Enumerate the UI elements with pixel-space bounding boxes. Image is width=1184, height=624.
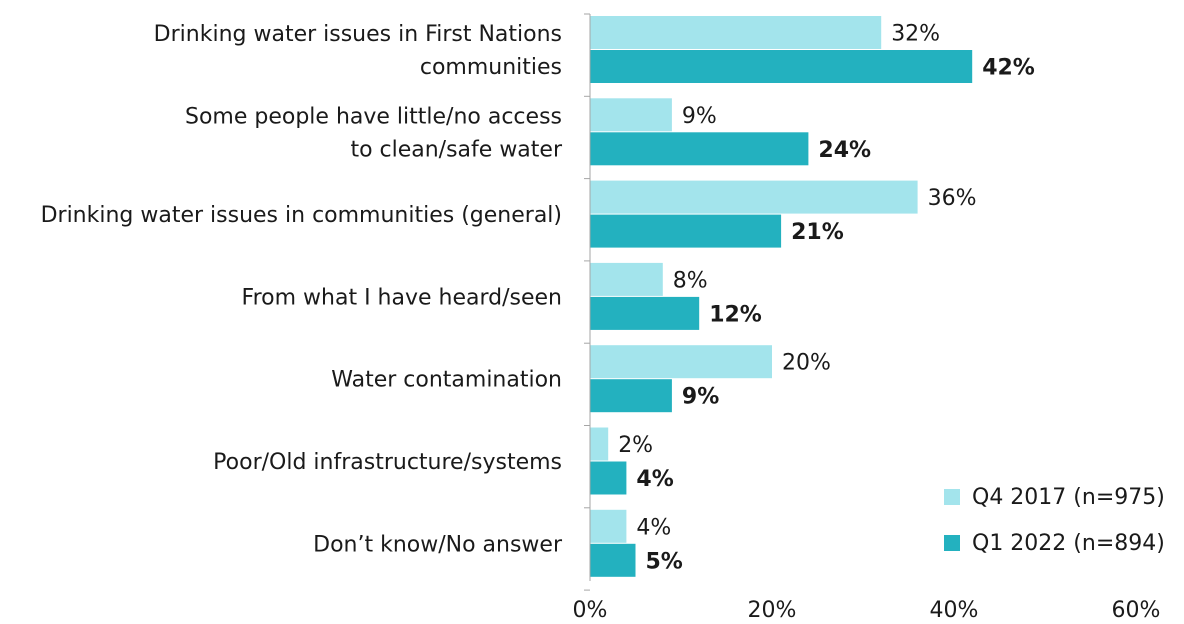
category-label-0-line1: communities <box>420 55 562 80</box>
bar-s1-c1 <box>590 132 809 166</box>
category-label-2: Drinking water issues in communities (ge… <box>41 203 562 228</box>
bar-s1-c5 <box>590 461 627 495</box>
bar-s0-c6 <box>590 509 627 543</box>
bar-s0-c0 <box>590 16 882 49</box>
category-label-6: Don’t know/No answer <box>313 532 563 557</box>
bars-layer: 32% 42% Drinking water issues in First Nat… <box>41 16 1035 577</box>
category-label-5: Poor/Old infrastructure/systems <box>213 450 562 475</box>
category-label-0-line0: Drinking water issues in First Nations <box>154 22 562 47</box>
value-label-s1-c3: 12% <box>709 302 762 327</box>
legend-swatch-1 <box>944 535 960 551</box>
bar-s1-c2 <box>590 214 782 248</box>
bar-s0-c2 <box>590 180 918 214</box>
x-tick-label-0: 0% <box>573 598 608 623</box>
value-label-s1-c2: 21% <box>791 220 844 245</box>
axes-layer: 0% 20% 40% 60% <box>573 13 1161 623</box>
x-tick-label-1: 20% <box>748 598 797 623</box>
value-label-s0-c0: 32% <box>891 22 940 47</box>
bar-s0-c5 <box>590 427 609 461</box>
value-label-s1-c6: 5% <box>646 549 683 574</box>
value-label-s1-c1: 24% <box>818 138 871 163</box>
legend-label-0: Q4 2017 (n=975) <box>972 485 1165 510</box>
value-label-s0-c4: 20% <box>782 351 831 376</box>
legend-swatch-0 <box>944 489 960 505</box>
bar-s0-c3 <box>590 262 663 296</box>
category-label-4: Water contamination <box>331 368 562 393</box>
category-label-1-line0: Some people have little/no access <box>185 104 562 129</box>
x-tick-label-3: 60% <box>1112 598 1161 623</box>
bar-s1-c3 <box>590 296 700 330</box>
value-label-s1-c0: 42% <box>982 56 1035 81</box>
bar-s1-c6 <box>590 543 636 577</box>
category-label-1-line1: to clean/safe water <box>350 137 563 162</box>
bar-s0-c1 <box>590 98 672 132</box>
value-label-s0-c5: 2% <box>618 433 653 458</box>
value-label-s1-c5: 4% <box>636 467 673 492</box>
value-label-s0-c2: 36% <box>928 186 977 211</box>
legend-label-1: Q1 2022 (n=894) <box>972 531 1165 556</box>
value-label-s0-c6: 4% <box>636 515 671 540</box>
bar-s1-c4 <box>590 379 672 413</box>
legend: Q4 2017 (n=975) Q1 2022 (n=894) <box>944 485 1165 556</box>
value-label-s1-c4: 9% <box>682 385 719 410</box>
bar-s1-c0 <box>590 50 973 83</box>
value-label-s0-c3: 8% <box>673 268 708 293</box>
category-label-3: From what I have heard/seen <box>242 285 562 310</box>
value-label-s0-c1: 9% <box>682 104 717 129</box>
x-tick-label-2: 40% <box>930 598 979 623</box>
bar-s0-c4 <box>590 345 772 379</box>
